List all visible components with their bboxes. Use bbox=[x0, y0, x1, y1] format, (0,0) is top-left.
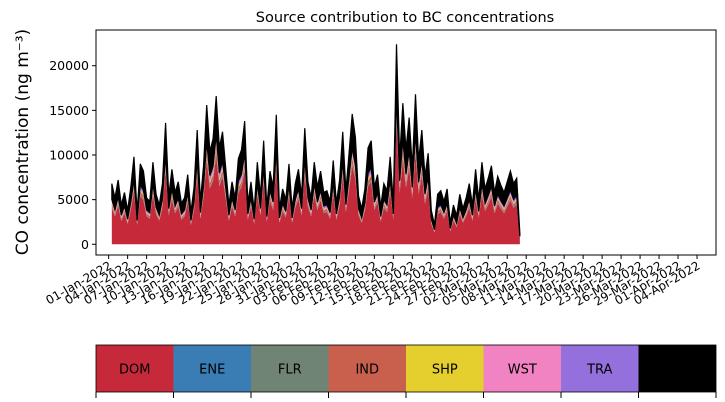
x-ticks: 01-Jan-202204-Jan-202207-Jan-202210-Jan-… bbox=[43, 255, 703, 309]
colorbar-legend: DOM ENE FLR IND SHP WST TRA BB bbox=[95, 344, 717, 398]
y-ticks: 0 5000 10000 15000 20000 bbox=[49, 58, 96, 252]
legend-label-dom: DOM bbox=[119, 363, 150, 378]
legend-swatch-tra bbox=[561, 345, 639, 392]
legend-label-ind: IND bbox=[355, 363, 379, 378]
axes bbox=[95, 29, 717, 256]
legend-label-flr: FLR bbox=[278, 363, 302, 378]
y-axis-label: CO concentration (ng m⁻³) bbox=[13, 29, 33, 255]
legend-swatch-ind bbox=[328, 345, 406, 392]
area-bb bbox=[111, 44, 521, 237]
legend-label-ene: ENE bbox=[199, 363, 225, 378]
legend-swatch-ene bbox=[173, 345, 251, 392]
legend-swatch-dom bbox=[96, 345, 174, 392]
y-tick-label: 5000 bbox=[57, 192, 89, 207]
legend-label-bb: BB bbox=[668, 363, 686, 378]
area-dom bbox=[111, 124, 520, 245]
legend-swatch-shp bbox=[406, 345, 484, 392]
legend-swatch-wst bbox=[483, 345, 561, 392]
chart-title: Source contribution to BC concentrations bbox=[256, 10, 554, 26]
stacked-areas bbox=[111, 44, 521, 245]
legend-label-shp: SHP bbox=[432, 363, 458, 378]
legend-label-tra: TRA bbox=[586, 363, 612, 378]
y-tick-label: 20000 bbox=[49, 58, 89, 73]
plot-frame bbox=[95, 29, 717, 256]
legend-frame bbox=[95, 344, 717, 393]
y-tick-label: 15000 bbox=[49, 103, 89, 118]
y-tick-label: 0 bbox=[81, 237, 89, 252]
y-tick-label: 10000 bbox=[49, 148, 89, 163]
legend-label-wst: WST bbox=[508, 363, 537, 378]
legend-swatch-flr bbox=[251, 345, 329, 392]
legend-swatch-bb bbox=[638, 345, 716, 392]
